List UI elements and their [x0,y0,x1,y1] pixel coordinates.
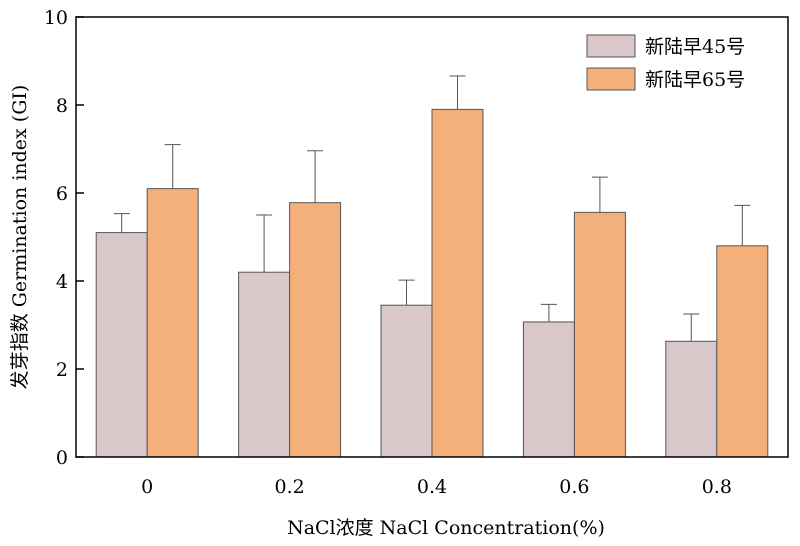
x-tick-label: 0.2 [274,476,304,498]
x-axis-title: NaCl浓度 NaCl Concentration(%) [287,517,605,539]
legend-swatch-series-2 [586,67,636,91]
y-tick-label: 6 [56,183,68,205]
y-axis: 0 2 4 6 8 10 [44,7,84,469]
y-tick-label: 2 [56,359,68,381]
y-tick-label: 4 [56,271,68,293]
x-axis: 0 0.2 0.4 0.6 0.8 [141,476,732,498]
bar-series-2-0.2 [289,202,342,458]
error-bars-layer [113,75,751,342]
y-tick-label: 8 [56,95,68,117]
y-tick-label: 10 [44,7,68,29]
bar-series-1-0.8 [665,340,718,458]
x-tick-label: 0.4 [417,476,447,498]
y-tick-label: 0 [56,447,68,469]
bar-series-2-0.8 [716,245,769,458]
x-tick-label: 0 [141,476,153,498]
bar-series-1-0.4 [380,304,433,458]
bar-series-1-0.2 [238,271,291,458]
x-tick-label: 0.6 [559,476,589,498]
bar-series-2-0.4 [431,108,484,458]
bar-series-1-0 [95,232,148,458]
bar-series-2-0.6 [573,211,626,458]
legend-label-series-2: 新陆早65号 [645,69,745,91]
legend: 新陆早45号 新陆早65号 [586,34,745,91]
bar-series-1-0.6 [522,321,575,458]
bar-series-2-0 [146,188,199,458]
legend-label-series-1: 新陆早45号 [645,36,745,58]
plot-frame [75,16,789,458]
x-tick-label: 0.8 [702,476,732,498]
y-axis-title: 发芽指数 Germination index (GI) [9,85,31,390]
legend-swatch-series-1 [586,34,636,58]
bars-layer [95,108,769,458]
